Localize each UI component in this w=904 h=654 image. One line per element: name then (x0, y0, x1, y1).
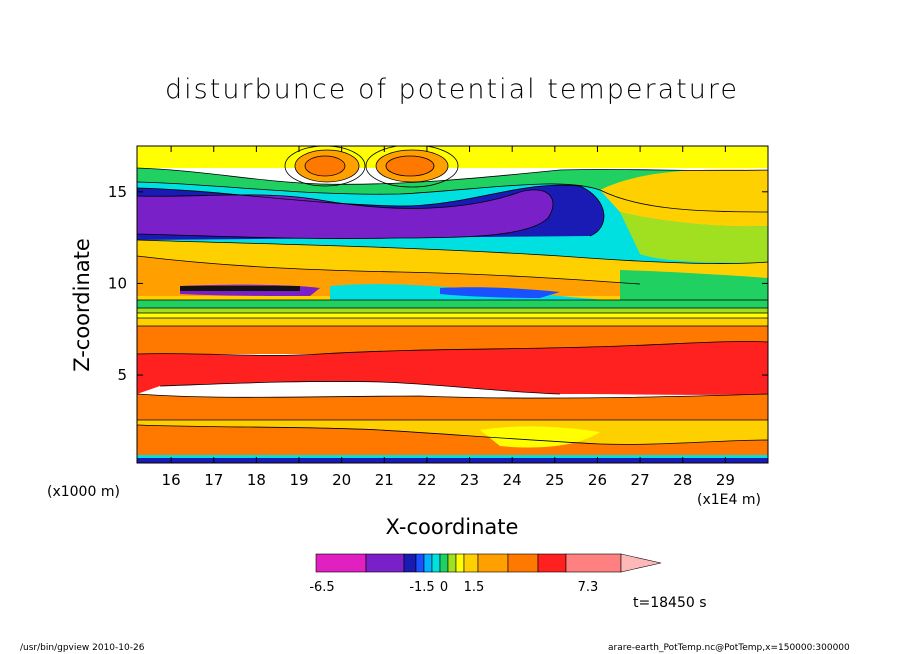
colorbar-label: -6.5 (309, 580, 334, 595)
colorbar-segment (439, 553, 449, 573)
x-tick-label: 21 (375, 471, 394, 489)
band-lightorange-low (137, 318, 768, 326)
colorbar-segment (447, 553, 457, 573)
colorbar-label: 0 (440, 580, 448, 595)
band-orange-bottom (137, 425, 768, 463)
band-green-right (620, 212, 768, 263)
time-label: t=18450 s (633, 595, 707, 611)
band-red-core (137, 341, 768, 395)
colorbar-segment (403, 553, 417, 573)
colorbar-label: -1.5 (409, 580, 434, 595)
x-tick-label: 19 (289, 471, 308, 489)
x-scale-label: (x1E4 m) (697, 492, 761, 508)
colorbar-segment (365, 553, 405, 573)
band-green-right-lower (620, 270, 768, 300)
colorbar-segment (415, 553, 425, 573)
x-tick-label: 25 (545, 471, 564, 489)
x-axis: 16 17 18 19 20 21 22 23 24 25 26 27 28 29 (162, 146, 735, 489)
band-yellow-low (137, 313, 768, 318)
x-tick-label: 28 (673, 471, 692, 489)
x-tick-label: 24 (503, 471, 522, 489)
x-tick-label: 17 (204, 471, 223, 489)
x-tick-label: 29 (716, 471, 735, 489)
band-yellow-right (600, 169, 768, 227)
colorbar: -6.5 -1.5 0 1.5 7.3 (309, 553, 662, 595)
colorbar-segment (463, 553, 479, 573)
footer-source: arare-earth_PotTemp.nc@PotTemp,x=150000:… (608, 643, 850, 653)
band-green-low (137, 300, 768, 308)
cell-orange-core-1 (305, 156, 345, 176)
colorbar-segment (423, 553, 433, 573)
x-tick-label: 26 (588, 471, 607, 489)
band-blue-bottom (137, 458, 768, 463)
cell-orange-core-2 (386, 156, 434, 176)
chart-title: disturbunce of potential temperature (165, 74, 739, 105)
x-tick-label: 18 (247, 471, 266, 489)
colorbar-segment (477, 553, 509, 573)
x-axis-label: X-coordinate (385, 515, 519, 539)
colorbar-segment (507, 553, 539, 573)
x-unit-label: (x1000 m) (47, 484, 120, 500)
y-tick-label: 5 (117, 366, 127, 384)
colorbar-segment (565, 553, 622, 573)
colorbar-segment (537, 553, 567, 573)
x-tick-label: 16 (162, 471, 181, 489)
band-top-yellow (137, 146, 768, 168)
band-cyan-bottom (137, 455, 768, 458)
y-tick-label: 10 (108, 274, 127, 292)
y-axis: 15 10 5 (108, 183, 768, 384)
band-lime-low (137, 308, 768, 313)
x-tick-label: 22 (417, 471, 436, 489)
band-blue-mid (440, 287, 560, 298)
plot-area (137, 146, 768, 463)
band-orange-lower (137, 394, 768, 420)
colorbar-segment (315, 553, 367, 573)
colorbar-segment (431, 553, 441, 573)
x-tick-label: 23 (460, 471, 479, 489)
band-purple (137, 189, 553, 239)
y-tick-label: 15 (108, 183, 127, 201)
colorbar-label: 1.5 (464, 580, 485, 595)
colorbar-arrow (620, 553, 662, 573)
y-axis-label: Z-coordinate (70, 238, 94, 372)
colorbar-label: 7.3 (578, 580, 599, 595)
footer-command: /usr/bin/gpview 2010-10-26 (20, 643, 145, 653)
x-tick-label: 20 (332, 471, 351, 489)
plot-frame (136, 145, 769, 464)
band-black-mid (180, 286, 300, 291)
x-tick-label: 27 (631, 471, 650, 489)
colorbar-segment (455, 553, 465, 573)
